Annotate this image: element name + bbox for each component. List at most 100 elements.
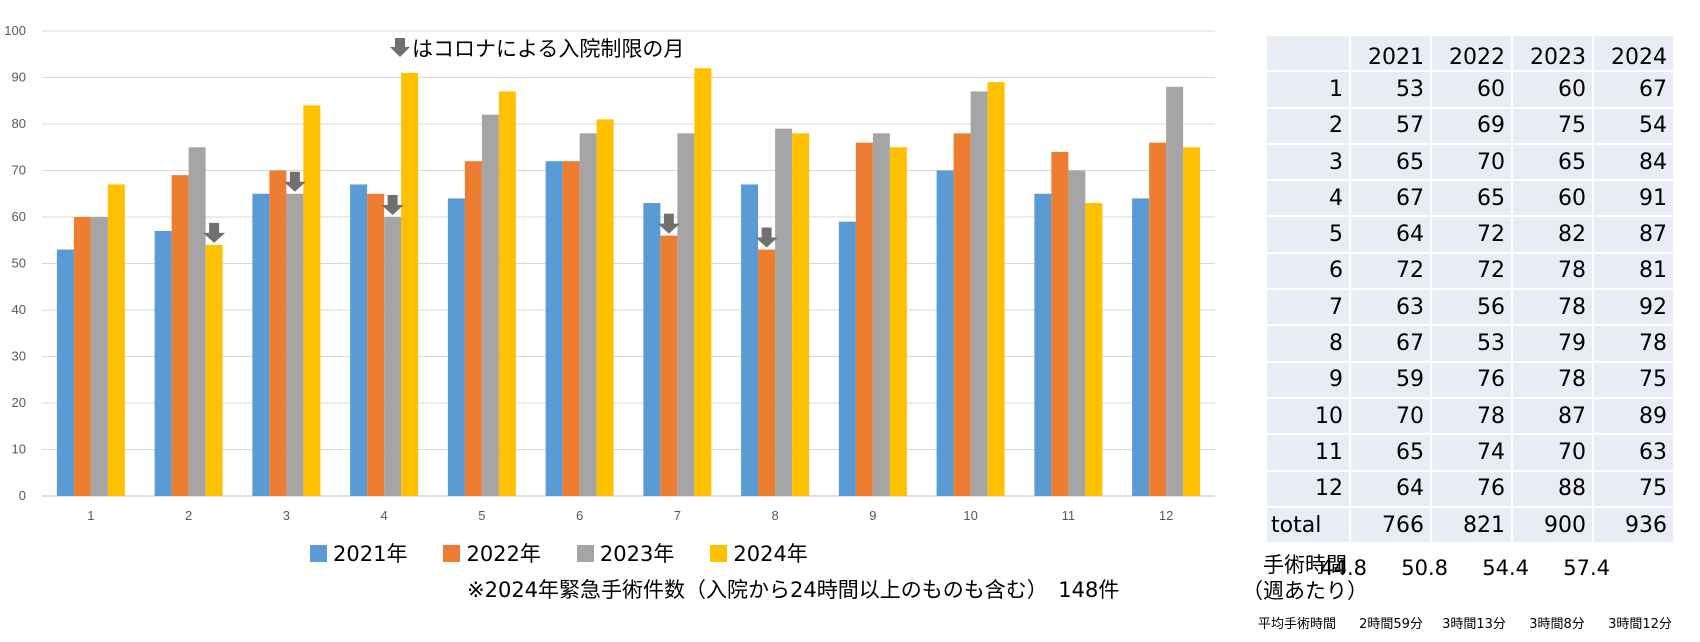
- table-row: 12 64 76 88 75: [1265, 469, 1675, 508]
- table-row-label: 4: [1265, 179, 1351, 218]
- table-row-label: 1: [1265, 70, 1351, 109]
- table-cell: 53: [1430, 324, 1513, 363]
- legend-label-2022: 2022年: [466, 542, 541, 566]
- table-cell: 56: [1430, 288, 1513, 327]
- table-cell: 81: [1592, 251, 1675, 291]
- bar: [1085, 203, 1103, 497]
- op-time-2024: 57.4: [1563, 556, 1610, 580]
- x-tick-label: 5: [478, 508, 485, 523]
- bar: [838, 221, 856, 496]
- table-cell: 67: [1349, 179, 1432, 218]
- bar: [107, 184, 125, 496]
- table-header-cell: 2024: [1592, 33, 1675, 73]
- bar: [677, 133, 695, 497]
- x-tick-label: 12: [1159, 508, 1173, 523]
- y-tick-label: 80: [12, 116, 26, 131]
- op-time-label: 手術時間 （週あたり）: [1240, 552, 1370, 604]
- y-tick-label: 70: [12, 163, 26, 178]
- table-header-cell: 2022: [1430, 33, 1513, 73]
- table-cell: 91: [1592, 179, 1675, 218]
- table-cell: 64: [1349, 469, 1432, 508]
- chart-legend: 2021年 2022年 2023年 2024年: [310, 538, 808, 568]
- op-time-2022: 50.8: [1401, 556, 1448, 580]
- x-tick-label: 7: [674, 508, 681, 523]
- bar: [252, 193, 270, 496]
- table-cell: 63: [1349, 288, 1432, 327]
- y-tick-label: 50: [12, 256, 26, 271]
- bar: [889, 147, 907, 496]
- table-cell: 54: [1592, 106, 1675, 145]
- table-corner-cell: [1265, 33, 1351, 73]
- y-tick-label: 20: [12, 395, 26, 410]
- bar: [350, 184, 368, 496]
- bar: [792, 133, 810, 497]
- table-row: 8 67 53 79 78: [1265, 324, 1675, 363]
- table-cell: 63: [1592, 433, 1675, 472]
- bar: [855, 142, 873, 496]
- bar: [579, 133, 597, 497]
- table-cell: 78: [1511, 360, 1594, 399]
- table-cell: 70: [1511, 433, 1594, 472]
- op-time-label-line2: （週あたり）: [1242, 579, 1368, 603]
- legend-label-2021: 2021年: [333, 542, 408, 566]
- table-cell: 70: [1430, 142, 1513, 182]
- bar: [1132, 198, 1150, 496]
- table-header-cell: 2023: [1511, 33, 1594, 73]
- legend-swatch-2022: [443, 544, 461, 562]
- legend-item-2021: 2021年: [310, 538, 407, 568]
- avg-time-2021: 2時間59分: [1359, 617, 1423, 632]
- table-row: 3 65 70 65 84: [1265, 142, 1675, 182]
- legend-item-2022: 2022年: [443, 538, 541, 568]
- bar: [936, 170, 954, 496]
- restriction-arrow-icon: [755, 227, 778, 248]
- op-time-label-line1: 手術時間: [1263, 553, 1347, 577]
- table-cell: 78: [1511, 251, 1594, 291]
- table-row-label: 5: [1265, 215, 1351, 254]
- table-cell: 75: [1592, 469, 1675, 508]
- bar: [73, 217, 91, 496]
- bars: [56, 68, 1201, 497]
- table-row-label: 12: [1265, 469, 1351, 508]
- bar: [205, 244, 223, 496]
- table-cell: 76: [1430, 360, 1513, 399]
- bar: [367, 193, 385, 496]
- bar: [872, 133, 890, 497]
- bar: [562, 161, 580, 496]
- bar: [464, 161, 482, 496]
- bar: [545, 161, 563, 496]
- bar: [1183, 147, 1201, 496]
- table-row: 1 53 60 60 67: [1265, 70, 1675, 109]
- table-row: 11 65 74 70 63: [1265, 433, 1675, 472]
- table-cell: 72: [1430, 251, 1513, 291]
- grid-lines: [42, 30, 1215, 497]
- annotation-text: はコロナによる入院制限の月: [412, 37, 684, 61]
- x-tick-label: 1: [87, 508, 94, 523]
- table-cell: 65: [1511, 142, 1594, 182]
- table-total-cell: 766: [1349, 505, 1432, 545]
- x-tick-label: 4: [381, 508, 388, 523]
- avg-time-2022: 3時間13分: [1442, 617, 1506, 632]
- table-row-label: 6: [1265, 251, 1351, 291]
- table-row: 6 72 72 78 81: [1265, 251, 1675, 291]
- table-cell: 78: [1592, 324, 1675, 363]
- table-cell: 92: [1592, 288, 1675, 327]
- bar: [269, 170, 287, 496]
- table-cell: 88: [1511, 469, 1594, 508]
- table-cell: 67: [1592, 70, 1675, 109]
- legend-label-2024: 2024年: [733, 542, 808, 566]
- table-cell: 69: [1430, 106, 1513, 145]
- bar: [1034, 193, 1052, 496]
- table-cell: 65: [1349, 433, 1432, 472]
- table-cell: 60: [1511, 179, 1594, 218]
- table-cell: 70: [1349, 396, 1432, 436]
- bar: [775, 128, 793, 496]
- y-tick-label: 100: [4, 23, 26, 38]
- x-tick-label: 11: [1062, 508, 1076, 523]
- table-cell: 78: [1430, 396, 1513, 436]
- table-cell: 72: [1349, 251, 1432, 291]
- table-total-row: total 766 821 900 936: [1265, 505, 1675, 545]
- x-tick-label: 10: [963, 508, 977, 523]
- table-row-label: 9: [1265, 360, 1351, 399]
- table-row: 7 63 56 78 92: [1265, 288, 1675, 327]
